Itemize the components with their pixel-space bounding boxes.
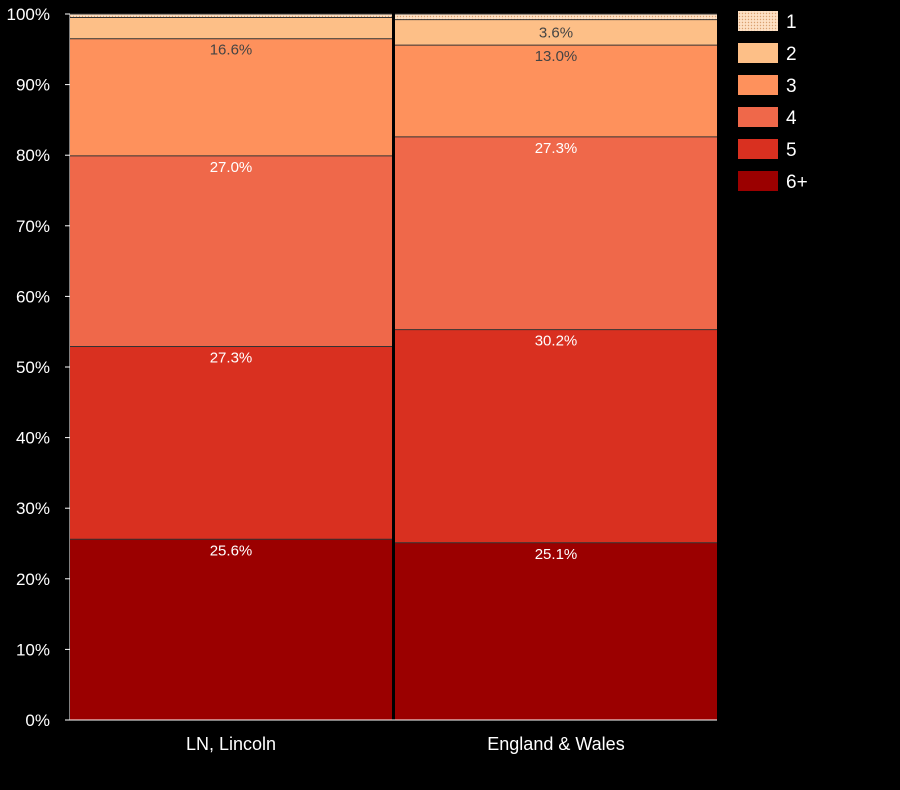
data-label: 3.6% bbox=[539, 24, 573, 41]
bar-segment bbox=[70, 17, 392, 39]
legend-item: 3 bbox=[738, 75, 797, 97]
legend-item: 6+ bbox=[738, 171, 808, 193]
bar-segment bbox=[70, 14, 392, 18]
y-tick-label: 50% bbox=[16, 358, 50, 377]
data-label: 16.6% bbox=[210, 42, 253, 59]
data-label: 13.0% bbox=[535, 48, 578, 65]
y-tick-label: 80% bbox=[16, 146, 50, 165]
legend-swatch bbox=[738, 75, 778, 95]
legend-label: 4 bbox=[786, 108, 797, 129]
bar-segment bbox=[70, 346, 392, 540]
y-tick-label: 40% bbox=[16, 429, 50, 448]
legend-label: 2 bbox=[786, 44, 797, 65]
bar-segment bbox=[395, 329, 717, 543]
data-label: 25.6% bbox=[210, 542, 253, 559]
y-tick-label: 70% bbox=[16, 217, 50, 236]
data-label: 27.3% bbox=[535, 140, 578, 157]
legend: 1 2 3 4 5 6+ bbox=[738, 11, 808, 193]
legend-swatch bbox=[738, 43, 778, 63]
bar-segment bbox=[395, 136, 717, 330]
bar-segment bbox=[395, 45, 717, 137]
bar-segment bbox=[70, 38, 392, 156]
legend-swatch bbox=[738, 139, 778, 159]
bar-group: 25.6% 27.3% 27.0% 16.6% bbox=[70, 13, 392, 720]
legend-swatch bbox=[738, 11, 778, 31]
y-tick-label: 30% bbox=[16, 499, 50, 518]
bar-segment bbox=[70, 539, 392, 720]
legend-label: 6+ bbox=[786, 172, 808, 193]
bar-segment bbox=[395, 19, 717, 46]
bar-group: 25.1% 30.2% 27.3% 13.0% 3.6% bbox=[395, 13, 717, 720]
bar-segment bbox=[395, 14, 717, 20]
legend-item: 4 bbox=[738, 107, 797, 129]
bar-segment bbox=[395, 542, 717, 720]
y-tick-label: 60% bbox=[16, 287, 50, 306]
y-tick-label: 90% bbox=[16, 76, 50, 95]
bars: 25.6% 27.3% 27.0% 16.6% 25.1% 30.2% 27.3% 13.0%… bbox=[70, 12, 717, 720]
y-axis: 0% 10% 20% 30% 40% 50% 60% 70% 80% 90% 100% bbox=[7, 5, 71, 730]
legend-item: 1 bbox=[738, 11, 797, 33]
legend-item: 2 bbox=[738, 43, 797, 65]
y-tick-label: 100% bbox=[7, 5, 50, 24]
data-label: 25.1% bbox=[535, 546, 578, 563]
bar-segment bbox=[70, 155, 392, 347]
y-tick-label: 10% bbox=[16, 640, 50, 659]
legend-item: 5 bbox=[738, 139, 797, 161]
x-axis: LN, Lincoln England & Wales bbox=[70, 719, 717, 754]
data-label: 30.2% bbox=[535, 333, 578, 350]
y-tick-label: 0% bbox=[25, 711, 50, 730]
legend-label: 3 bbox=[786, 76, 797, 97]
data-label: 27.3% bbox=[210, 350, 253, 367]
legend-label: 1 bbox=[786, 12, 797, 33]
y-tick-label: 20% bbox=[16, 570, 50, 589]
legend-label: 5 bbox=[786, 140, 797, 161]
legend-swatch bbox=[738, 107, 778, 127]
x-category-label: England & Wales bbox=[487, 734, 624, 754]
x-category-label: LN, Lincoln bbox=[186, 734, 276, 754]
legend-swatch bbox=[738, 171, 778, 191]
data-label: 27.0% bbox=[210, 159, 253, 176]
